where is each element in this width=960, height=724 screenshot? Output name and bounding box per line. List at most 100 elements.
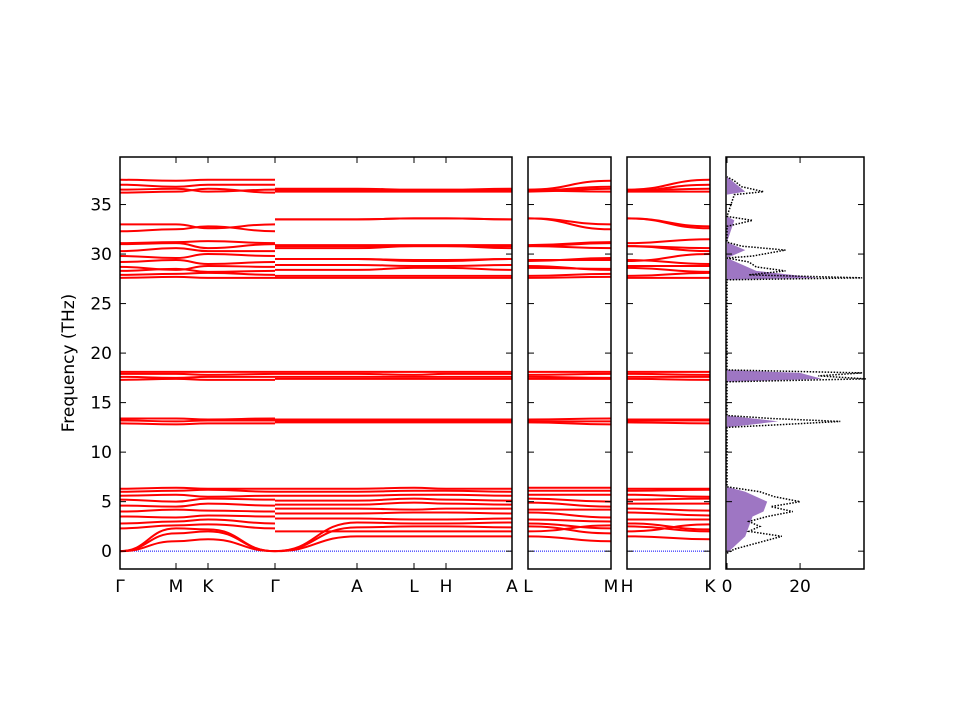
phonon-band-5: [275, 511, 513, 515]
phonon-band-19: [119, 275, 275, 279]
phonon-band-13: [119, 419, 275, 423]
x-tick-label-H: H: [440, 577, 453, 597]
phonon-band-11: [119, 486, 275, 490]
y-tick-label: 25: [90, 295, 112, 315]
phonon-band-8: [119, 497, 276, 503]
phonon-band-5: [626, 511, 711, 517]
y-axis-label: Frequency (THz): [59, 294, 79, 433]
phonon-band-24: [626, 253, 711, 262]
phonon-band-20: [626, 271, 711, 277]
phonon-band-0: [119, 538, 276, 553]
phonon-band-10: [626, 488, 711, 492]
phonon-band-26: [119, 242, 276, 250]
phonon-band-2: [119, 527, 276, 553]
partial-dos-fill: [727, 176, 822, 554]
x-tick-label-A: A: [351, 577, 363, 597]
x-tick-label-L: L: [523, 577, 533, 597]
y-tick-label: 10: [90, 443, 112, 463]
phonon-band-32: [119, 183, 275, 188]
phonon-band-6: [119, 508, 276, 513]
dos-panel-frame: [725, 156, 865, 570]
phonon-band-32: [626, 183, 711, 192]
phonon-band-5: [527, 511, 612, 519]
phonon-band-29: [275, 217, 513, 221]
y-tick-label: 35: [90, 196, 112, 216]
phonon-band-5: [119, 514, 276, 519]
phonon-band-21: [626, 266, 711, 273]
phonon-band-17: [626, 372, 711, 376]
phonon-band-9: [119, 493, 276, 498]
phonon-band-6: [275, 507, 512, 511]
total-dos-line: [726, 176, 866, 554]
x-tick-label-L: L: [409, 577, 419, 597]
phonon-band-33: [119, 178, 275, 182]
x-tick-label-Γ: Γ: [270, 577, 280, 597]
phonon-band-21: [275, 266, 513, 271]
x-tick-label-A: A: [506, 577, 518, 597]
phonon-band-19: [527, 275, 612, 279]
phonon-band-15: [119, 377, 275, 381]
band-panel-frame-2: [626, 156, 711, 570]
phonon-band-4: [274, 517, 513, 521]
phonon-band-21: [119, 267, 276, 273]
x-tick-label-K: K: [202, 577, 214, 597]
x-tick-label-K: K: [704, 577, 716, 597]
x-tick-label-Γ: Γ: [115, 577, 125, 597]
phonon-band-14: [527, 417, 612, 421]
phonon-band-2: [274, 521, 513, 553]
phonon-band-33: [275, 187, 513, 191]
x-tick-label-H: H: [621, 577, 634, 597]
band-panel-frame-1: [527, 156, 612, 570]
dos-x-tick-label: 20: [789, 577, 811, 597]
phonon-band-29: [527, 217, 612, 226]
phonon-band-7: [119, 502, 276, 508]
phonon-band-33: [626, 178, 711, 191]
phonon-band-11: [274, 486, 512, 490]
y-tick-label: 20: [90, 344, 112, 364]
phonon-band-8: [274, 497, 513, 502]
phonon-band-24: [119, 253, 276, 260]
phonon-band-4: [527, 518, 612, 523]
phonon-band-17: [120, 372, 276, 376]
phonon-band-7: [527, 501, 612, 508]
phonon-band-29: [626, 217, 711, 230]
phonon-band-31: [527, 187, 612, 193]
phonon-band-14: [119, 417, 276, 421]
phonon-band-2: [626, 522, 711, 531]
phonon-band-1: [527, 525, 612, 535]
phonon-band-12: [119, 422, 275, 426]
y-tick-label: 15: [90, 394, 112, 414]
phonon-band-22: [527, 264, 612, 271]
phonon-band-17: [527, 372, 612, 376]
y-tick-label: 0: [101, 542, 112, 562]
phonon-band-6: [626, 507, 711, 512]
dos-x-tick-label: 0: [722, 577, 733, 597]
phonon-band-1: [274, 525, 513, 553]
phonon-band-0: [626, 535, 711, 541]
phonon-band-27: [119, 240, 276, 245]
phonon-band-0: [527, 535, 612, 543]
phonon-band-22: [119, 264, 276, 271]
x-tick-label-M: M: [604, 577, 619, 597]
phonon-band-2: [527, 522, 612, 530]
band-panel-frame-0: [119, 156, 513, 570]
phonon-band-9: [626, 493, 711, 498]
phonon-band-12: [626, 421, 711, 425]
phonon-band-12: [527, 421, 612, 426]
phonon-band-3: [119, 523, 276, 530]
phonon-band-27: [626, 238, 711, 245]
phonon-band-10: [275, 489, 513, 493]
phonon-band-16: [527, 375, 612, 379]
phonon-band-33: [527, 179, 612, 191]
phonon-band-3: [626, 523, 711, 533]
phonon-band-20: [119, 271, 276, 276]
phonon-band-16: [119, 375, 275, 379]
phonon-band-27: [527, 241, 612, 247]
phonon-band-25: [119, 247, 275, 253]
phonon-band-26: [626, 245, 711, 250]
phonon-band-32: [527, 185, 612, 192]
phonon-band-0: [274, 535, 512, 553]
phonon-band-22: [275, 263, 513, 267]
